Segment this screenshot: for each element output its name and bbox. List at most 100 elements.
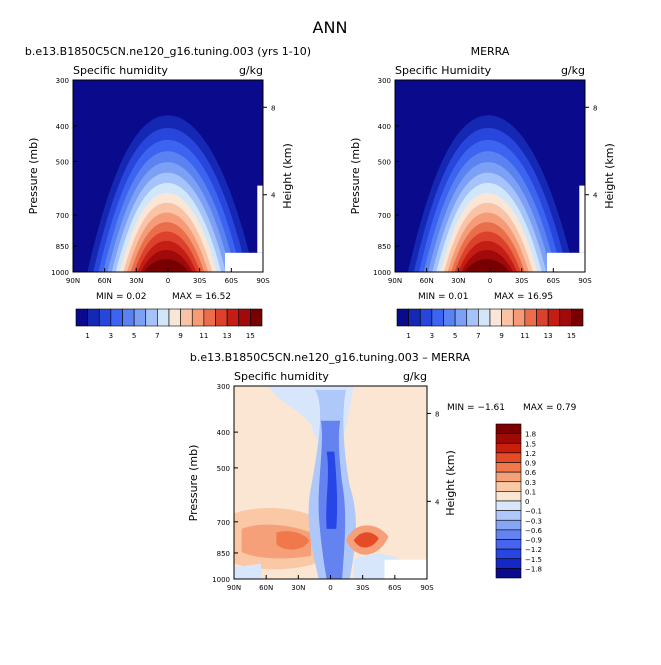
height-tick-label: 8 (435, 410, 439, 418)
negative-region (234, 563, 262, 579)
colorbar-box (495, 519, 522, 531)
lat-tick-label: 30N (129, 277, 143, 285)
pressure-tick-label: 1000 (212, 576, 230, 584)
colorbar-box (431, 308, 444, 327)
panel-model-units: g/kg (239, 64, 263, 77)
height-tick-label: 4 (435, 498, 440, 506)
colorbar-box (145, 308, 158, 327)
colorbar-box (495, 471, 522, 483)
colorbar-box (501, 308, 514, 327)
colorbar-label: 0.6 (525, 469, 537, 477)
colorbar-box (489, 308, 502, 327)
colorbar-label: −0.6 (525, 527, 543, 535)
colorbar-label: 5 (453, 332, 457, 340)
colorbar-box (75, 308, 88, 327)
colorbar-box (547, 308, 561, 327)
colorbar-label: 0.1 (525, 488, 536, 496)
colorbar-box (203, 308, 216, 327)
colorbar-label: 9 (499, 332, 503, 340)
lat-tick-label: 30S (356, 584, 370, 592)
lat-tick-label: 60S (225, 277, 239, 285)
pressure-tick-label: 700 (217, 519, 230, 527)
pressure-tick-label: 400 (378, 123, 391, 131)
pressure-tick-label: 850 (378, 243, 391, 251)
panel-model-min: MIN = 0.02 (96, 292, 146, 302)
panel-diff-axes: 300 400 500 700 850 1000 8 4 90N 60N 30N 0 30S 60S 90S (212, 383, 440, 592)
colorbar-box (495, 548, 522, 560)
pressure-tick-label: 1000 (373, 269, 391, 277)
colorbar-box (495, 568, 522, 579)
panel-diff-colorbar: 1.81.51.20.90.60.30.10−0.1−0.3−0.6−0.9−1… (495, 423, 543, 579)
colorbar-label: 5 (132, 332, 136, 340)
lat-tick-label: 60N (259, 584, 273, 592)
negative-region (326, 451, 338, 529)
colorbar-box (122, 308, 135, 327)
colorbar-box (110, 308, 123, 327)
colorbar-label: −1.2 (525, 546, 542, 554)
colorbar-box (559, 308, 572, 327)
colorbar-box (524, 308, 537, 327)
panel-diff-min: MIN = −1.61 (447, 403, 505, 413)
pressure-tick-label: 300 (56, 77, 69, 85)
colorbar-box (478, 308, 491, 327)
pressure-tick-label: 500 (217, 465, 230, 473)
colorbar-box (495, 491, 522, 502)
colorbar-box (495, 433, 522, 444)
panel-merra-min: MIN = 0.01 (418, 292, 468, 302)
height-tick-label: 4 (271, 192, 276, 200)
panel-merra-y2label: Height (km) (603, 143, 616, 209)
panel-diff-field (234, 386, 427, 579)
colorbar-box (495, 462, 522, 473)
height-tick-label: 8 (271, 104, 275, 112)
colorbar-label: 15 (567, 332, 576, 340)
height-tick-label: 8 (593, 104, 597, 112)
colorbar-label: −0.1 (525, 508, 542, 516)
colorbar-box (157, 308, 170, 327)
pressure-tick-label: 500 (378, 158, 391, 166)
panel-diff-left-label: Specific humidity (234, 370, 329, 383)
panel-model: b.e13.B1850C5CN.ne120_g16.tuning.003 (yr… (25, 45, 311, 340)
colorbar-label: 0 (525, 498, 529, 506)
missing-data-patch (257, 185, 263, 253)
panel-diff-max: MAX = 0.79 (523, 403, 577, 413)
panel-model-title: b.e13.B1850C5CN.ne120_g16.tuning.003 (yr… (25, 45, 311, 58)
colorbar-box (495, 510, 522, 521)
colorbar-box (512, 308, 526, 327)
colorbar-label: 3 (109, 332, 113, 340)
pressure-tick-label: 500 (56, 158, 69, 166)
colorbar-label: 1.5 (525, 440, 536, 448)
colorbar-box (571, 308, 584, 327)
lat-tick-label: 0 (166, 277, 170, 285)
panel-merra-field (395, 80, 585, 272)
colorbar-box (180, 308, 193, 327)
pressure-tick-label: 700 (378, 212, 391, 220)
panel-model-ylabel: Pressure (mb) (27, 138, 40, 215)
colorbar-box (536, 308, 549, 327)
colorbar-box (495, 529, 522, 540)
lat-tick-label: 30N (291, 584, 305, 592)
lat-tick-label: 60N (98, 277, 112, 285)
pressure-tick-label: 400 (217, 429, 230, 437)
colorbar-box (495, 452, 522, 463)
colorbar-label: −1.5 (525, 556, 542, 564)
colorbar-box (495, 442, 522, 454)
figure-title: ANN (313, 18, 348, 37)
panel-merra-colorbar: 1 3 5 7 9 11 13 15 (396, 308, 584, 340)
colorbar-label: −1.8 (525, 565, 542, 573)
pressure-tick-label: 850 (217, 550, 230, 558)
colorbar-label: 15 (246, 332, 255, 340)
pressure-tick-label: 300 (378, 77, 391, 85)
panel-merra-title: MERRA (471, 45, 510, 58)
missing-data-patch (579, 185, 585, 253)
missing-data-patch (547, 252, 585, 272)
colorbar-box (191, 308, 205, 327)
colorbar-label: −0.3 (525, 517, 542, 525)
lat-tick-label: 0 (328, 584, 332, 592)
colorbar-box (495, 539, 522, 550)
colorbar-label: 1 (85, 332, 89, 340)
colorbar-box (466, 308, 479, 327)
positive-region (353, 532, 379, 548)
colorbar-box (250, 308, 263, 327)
lat-tick-label: 90N (66, 277, 80, 285)
